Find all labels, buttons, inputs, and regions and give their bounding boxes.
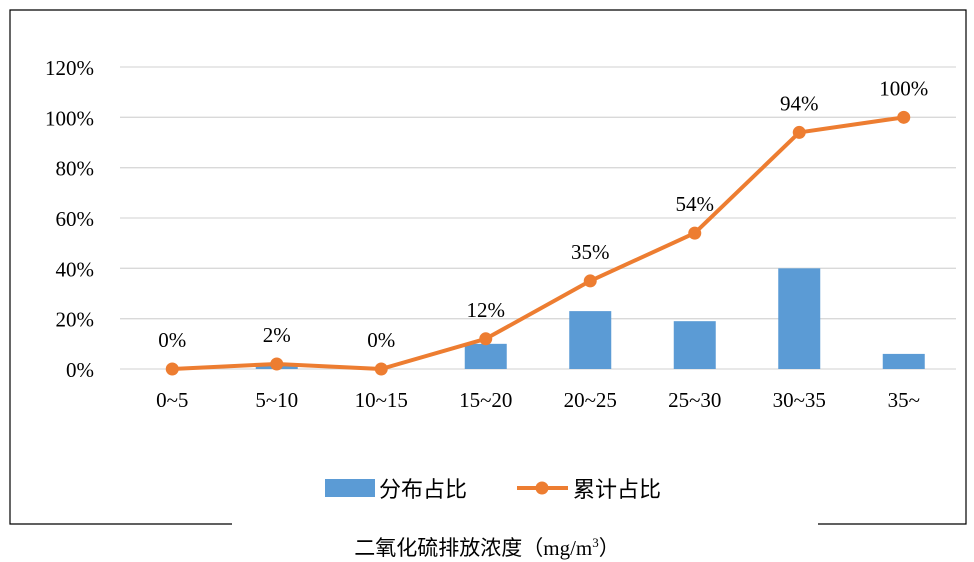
y-tick-label: 0% <box>66 358 94 382</box>
x-tick-label: 35~ <box>888 388 920 412</box>
line-point <box>688 226 702 240</box>
y-tick-label: 40% <box>56 257 95 281</box>
y-tick-label: 80% <box>56 157 95 181</box>
bar <box>882 353 925 369</box>
x-axis-title: 二氧化硫排放浓度（mg/m3） <box>0 532 974 562</box>
x-axis-title-text: 二氧化硫排放浓度（mg/m <box>354 536 593 560</box>
x-tick-label: 30~35 <box>773 388 826 412</box>
data-label: 0% <box>158 328 186 352</box>
bar <box>673 321 716 369</box>
line-point <box>270 357 284 371</box>
gridlines <box>120 66 956 320</box>
legend-line-marker <box>535 481 549 495</box>
x-axis-title-superscript: 3 <box>592 535 599 550</box>
line-path <box>172 115 905 371</box>
bar <box>569 311 612 369</box>
line-point <box>792 125 806 139</box>
line-point <box>165 362 179 376</box>
bar <box>464 343 507 369</box>
line-series <box>165 110 911 376</box>
line-point <box>479 332 493 346</box>
data-label: 35% <box>571 240 610 264</box>
y-axis-tick-labels: 0% 20% 40% 60% 80% 100% 120% <box>45 56 94 382</box>
data-label: 2% <box>263 323 291 347</box>
legend-line-label: 累计占比 <box>573 477 661 502</box>
x-tick-label: 25~30 <box>668 388 721 412</box>
x-axis-tick-labels: 0~5 5~10 10~15 15~20 20~25 25~30 30~35 35~ <box>156 388 920 412</box>
data-label: 0% <box>367 328 395 352</box>
data-label: 12% <box>467 298 506 322</box>
legend-bar-swatch <box>325 479 375 497</box>
y-tick-label: 20% <box>56 308 95 332</box>
y-tick-label: 60% <box>56 207 95 231</box>
data-label: 54% <box>676 192 715 216</box>
line-point <box>897 110 911 124</box>
legend: 分布占比 累计占比 <box>325 477 661 502</box>
x-axis-title-close: ） <box>598 536 620 560</box>
data-labels: 0% 2% 0% 12% 35% 54% 94% 100% <box>158 76 928 352</box>
bar <box>778 268 821 369</box>
chart-border <box>9 9 967 525</box>
x-tick-label: 10~15 <box>355 388 408 412</box>
line-point <box>374 362 388 376</box>
x-tick-label: 5~10 <box>255 388 298 412</box>
y-tick-label: 100% <box>45 106 94 130</box>
line-point <box>583 274 597 288</box>
x-tick-label: 20~25 <box>564 388 617 412</box>
data-label: 100% <box>879 76 928 100</box>
x-tick-label: 0~5 <box>156 388 188 412</box>
legend-bar-label: 分布占比 <box>379 477 467 502</box>
y-tick-label: 120% <box>45 56 94 80</box>
x-tick-label: 15~20 <box>459 388 512 412</box>
data-label: 94% <box>780 91 819 115</box>
bar-series <box>255 268 925 369</box>
